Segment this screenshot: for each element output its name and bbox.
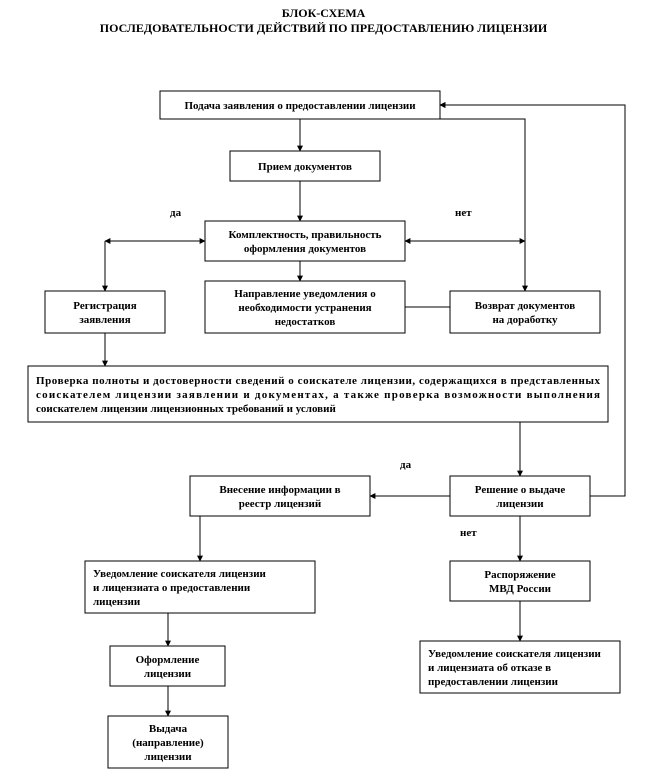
node-n14-line0: Выдача	[149, 723, 188, 735]
node-n14-line1: (направление)	[132, 737, 204, 749]
node-n9: Внесение информации в реестр лицензий	[190, 476, 370, 516]
node-n3: Комплектность, правильность оформления до…	[205, 221, 405, 261]
node-n5: Направление уведомления о необходимости у…	[205, 281, 405, 333]
node-n7-line1: соискателем лицензии заявлении и докумен…	[36, 389, 600, 401]
edge-label-e5: нет	[455, 207, 472, 219]
node-n1-line0: Подача заявления о предоставлении лиценз…	[184, 100, 416, 112]
node-n2-line0: Прием документов	[258, 161, 352, 173]
node-n3-line0: Комплектность, правильность	[229, 229, 382, 241]
flowchart-canvas: Подача заявления о предоставлении лиценз…	[0, 36, 647, 776]
node-n4: Регистрация заявления	[45, 291, 165, 333]
edge-label-e13: нет	[460, 527, 477, 539]
node-n6-line1: на доработку	[492, 314, 558, 326]
edge-label-e4: да	[170, 207, 182, 219]
node-n6-line0: Возврат документов	[475, 300, 575, 312]
node-n13-line0: Уведомление соискателя лицензии	[428, 648, 602, 660]
node-n8-line1: лицензии	[496, 498, 544, 510]
node-n10: Уведомление соискателя лицензии и лицензи…	[85, 561, 315, 613]
node-n2: Прием документов	[230, 151, 380, 181]
title-line1: БЛОК-СХЕМА	[0, 6, 647, 21]
node-n13-line1: и лицензиата об отказе в	[428, 662, 551, 674]
node-n10-line0: Уведомление соискателя лицензии	[93, 568, 267, 580]
node-n5-line1: необходимости устранения	[238, 302, 371, 314]
node-n7-line0: Проверка полноты и достоверности сведени…	[36, 375, 600, 387]
node-n7: Проверка полноты и достоверности сведени…	[28, 366, 608, 422]
node-n8-line0: Решение о выдаче	[475, 484, 566, 496]
node-n12: Оформление лицензии	[110, 646, 225, 686]
node-n12-line1: лицензии	[144, 668, 192, 680]
node-n1: Подача заявления о предоставлении лиценз…	[160, 91, 440, 119]
node-n9-line1: реестр лицензий	[239, 498, 322, 510]
node-n7-line2: соискателем лицензии лицензионных требов…	[36, 403, 336, 415]
node-n11: Распоряжение МВД России	[450, 561, 590, 601]
node-n14: Выдача (направление) лицензии	[108, 716, 228, 768]
node-n14-line2: лицензии	[144, 751, 192, 763]
node-n6: Возврат документов на доработку	[450, 291, 600, 333]
node-n4-line0: Регистрация	[73, 300, 137, 312]
edge-e9	[440, 119, 525, 291]
node-n4-line1: заявления	[79, 314, 130, 326]
node-n9-line0: Внесение информации в	[219, 484, 340, 496]
edge-label-e12: да	[400, 459, 412, 471]
node-n13-line2: предоставлении лицензии	[428, 676, 559, 688]
diagram-title: БЛОК-СХЕМА ПОСЛЕДОВАТЕЛЬНОСТИ ДЕЙСТВИЙ П…	[0, 0, 647, 36]
node-n8: Решение о выдаче лицензии	[450, 476, 590, 516]
node-n10-line2: лицензии	[93, 596, 141, 608]
node-n11-line0: Распоряжение	[484, 569, 555, 581]
title-line2: ПОСЛЕДОВАТЕЛЬНОСТИ ДЕЙСТВИЙ ПО ПРЕДОСТАВ…	[0, 21, 647, 36]
node-n5-line2: недостатков	[275, 316, 336, 328]
node-n5-line0: Направление уведомления о	[234, 288, 376, 300]
node-n12-line0: Оформление	[136, 654, 200, 666]
node-n10-line1: и лицензиата о предоставлении	[93, 582, 251, 594]
node-n3-line1: оформления документов	[244, 243, 366, 255]
node-n13: Уведомление соискателя лицензии и лицензи…	[420, 641, 620, 693]
node-n11-line1: МВД России	[489, 583, 552, 595]
